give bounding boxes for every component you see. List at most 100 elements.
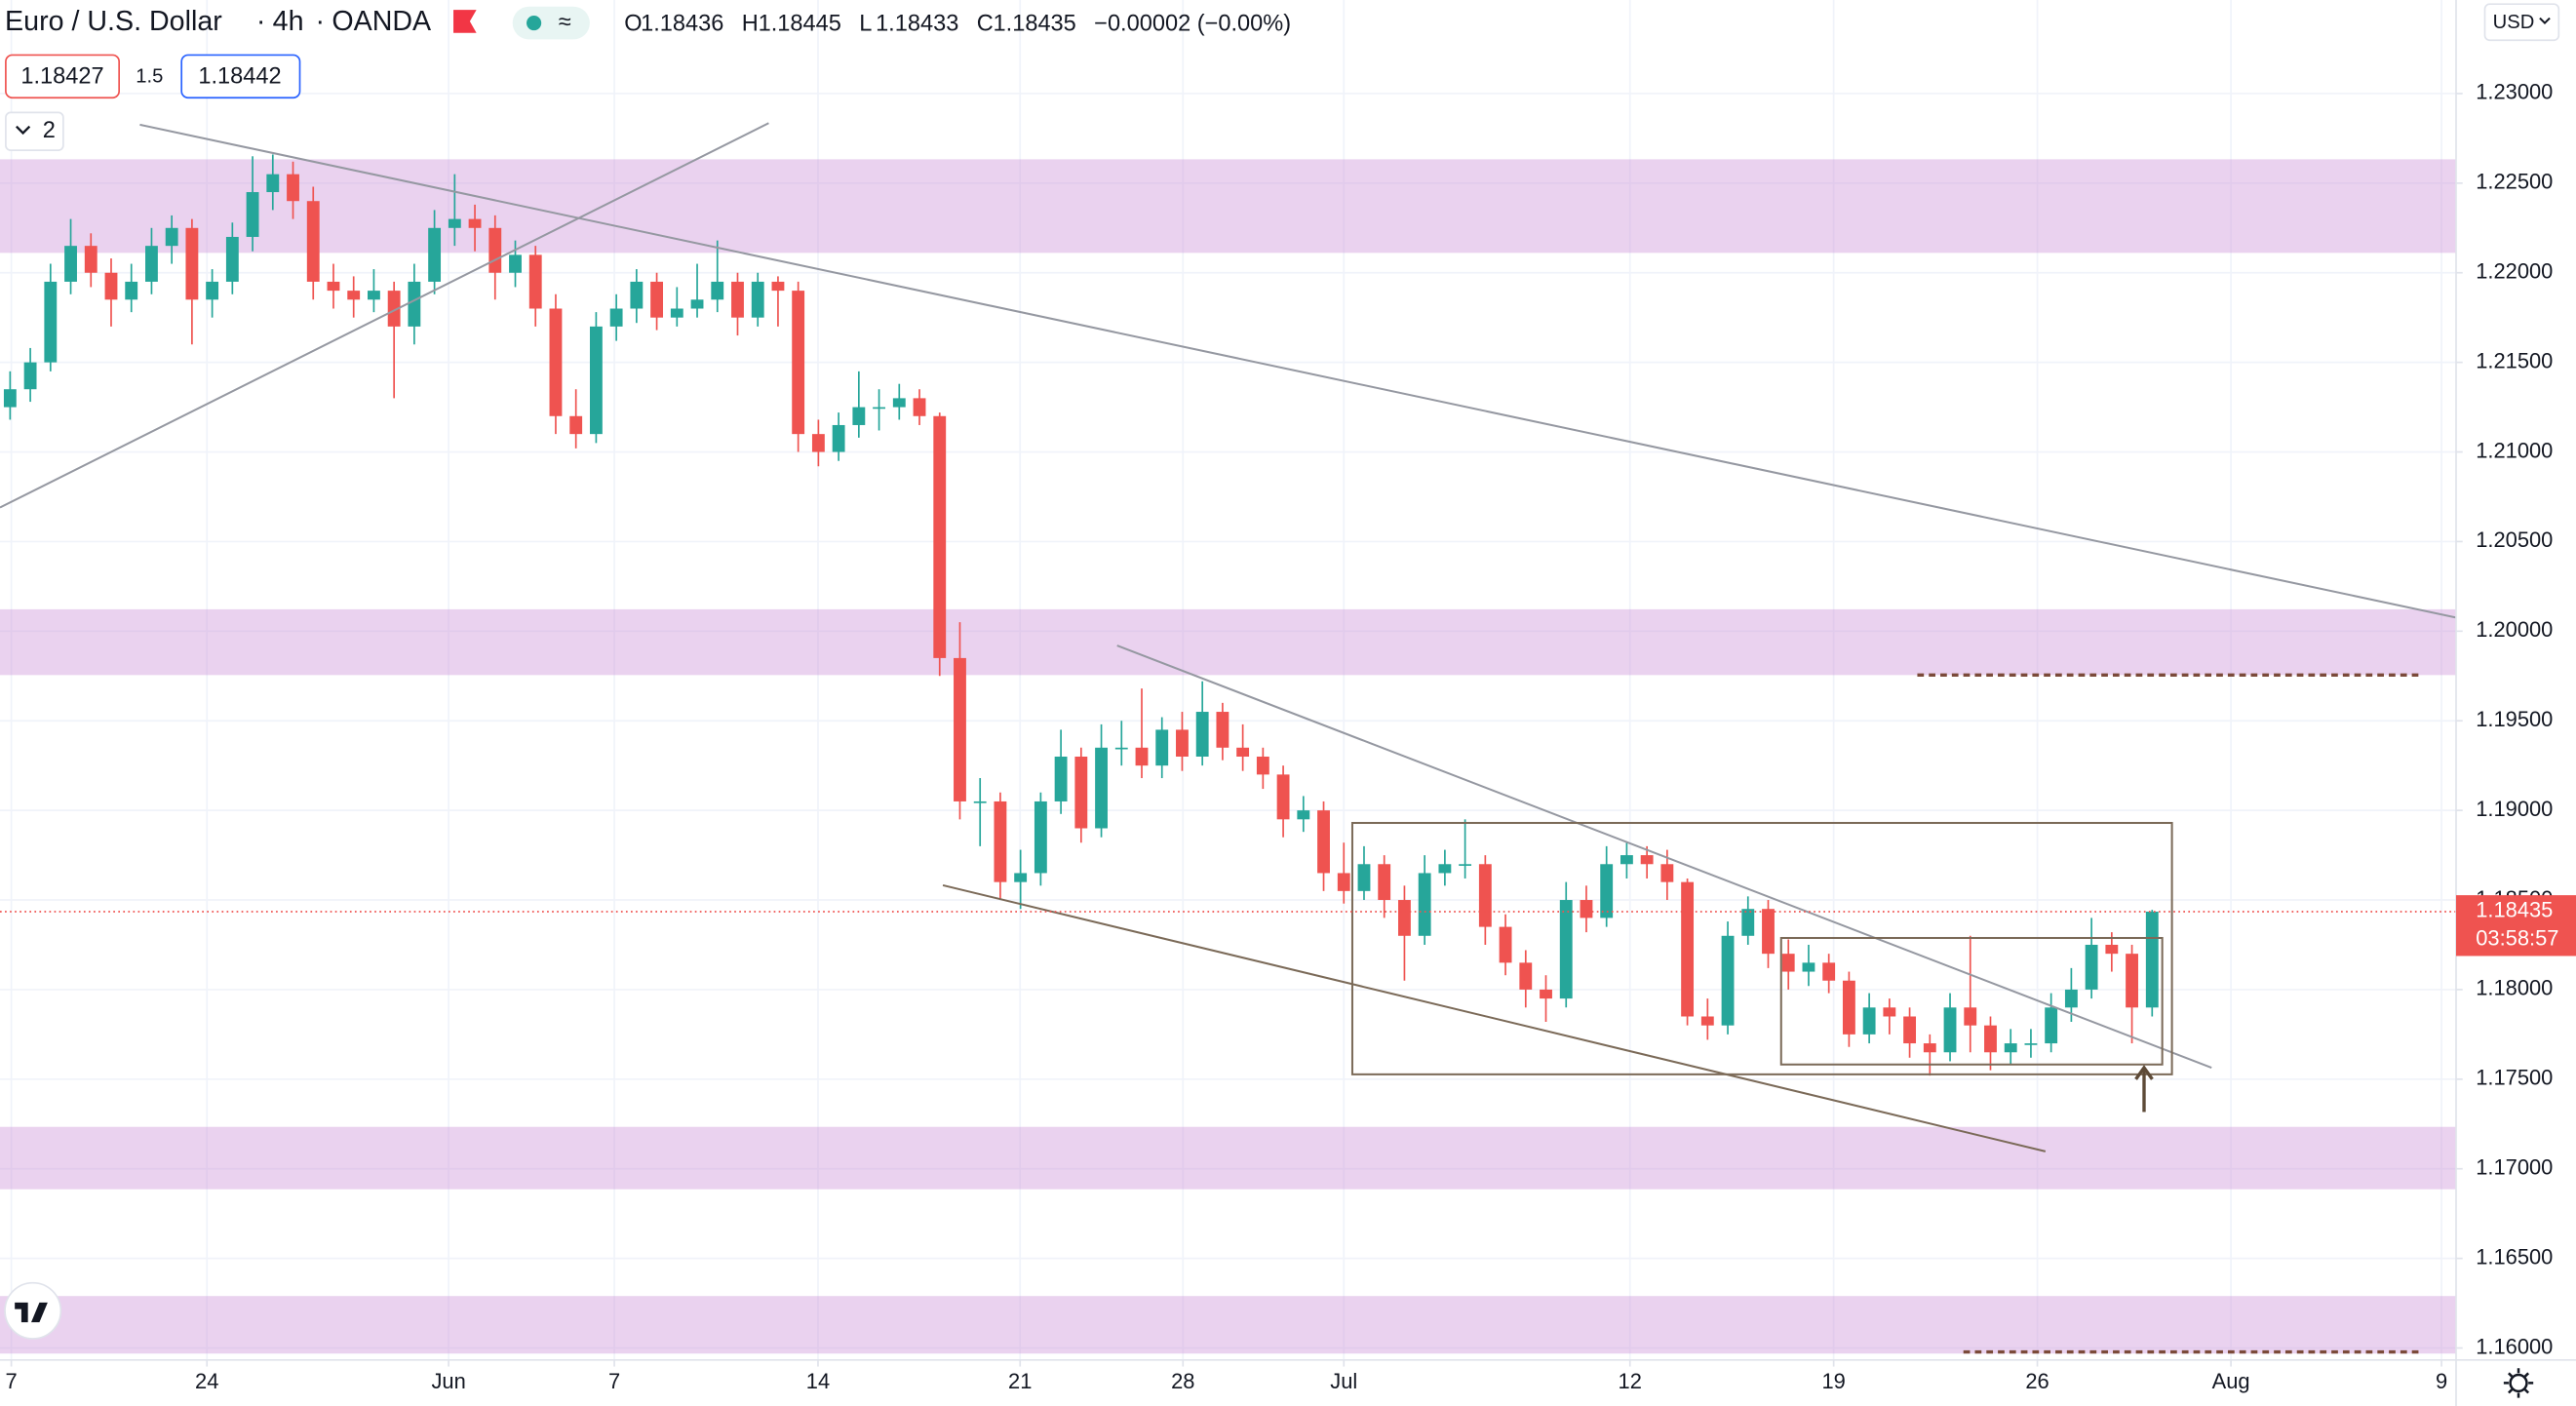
candle-body — [145, 246, 158, 282]
zone — [0, 159, 2456, 254]
currency-button[interactable] — [2483, 3, 2560, 42]
candle-body — [1822, 962, 1836, 981]
currency[interactable]: USD — [2493, 12, 2535, 33]
zone — [0, 1296, 2456, 1354]
trendline — [942, 883, 2047, 1152]
candle-body — [1721, 935, 1735, 1026]
range-box — [1779, 936, 2164, 1066]
market-open-dot — [527, 16, 542, 31]
indicators-toggle[interactable] — [5, 111, 64, 151]
candle-body — [1842, 980, 1855, 1035]
x-tick-label: 26 — [2025, 1369, 2049, 1393]
candle-body — [1357, 864, 1371, 891]
candle-body — [1681, 881, 1695, 1017]
x-tick-label: 21 — [1008, 1369, 1032, 1393]
y-tick-label: 1.16500 — [2476, 1244, 2553, 1269]
candle-body — [488, 227, 502, 273]
candle-body — [1216, 712, 1229, 748]
change: −0.00002 (−0.00%) — [1094, 11, 1291, 36]
price-tag-countdown: 03:58:57 — [2476, 925, 2558, 950]
x-tick-label: 28 — [1171, 1369, 1194, 1393]
candle-body — [509, 254, 522, 273]
settings-icon[interactable] — [2509, 1373, 2528, 1393]
candle-body — [852, 407, 866, 425]
candle-body — [873, 407, 885, 410]
status-pill[interactable] — [512, 6, 590, 40]
y-tick-label: 1.19500 — [2476, 707, 2553, 731]
candle-body — [1660, 864, 1674, 882]
candle-body — [1540, 989, 1552, 999]
spread: 1.5 — [136, 66, 163, 88]
candle-body — [1559, 900, 1573, 999]
flag-icon[interactable] — [453, 10, 477, 33]
candle-body — [832, 424, 845, 452]
candle-body — [994, 801, 1007, 882]
settings-icon-spokes — [2503, 1368, 2534, 1398]
candle-body — [690, 299, 704, 309]
candle-body — [2126, 954, 2138, 1008]
status-icon: ≈ — [559, 9, 571, 34]
y-tick-label: 1.20500 — [2476, 527, 2553, 552]
candle-body — [913, 398, 926, 416]
bid[interactable]: 1.18427 — [20, 62, 103, 88]
price-tag — [2455, 895, 2576, 957]
sell-button[interactable] — [5, 54, 121, 99]
x-tick-label: 9 — [2436, 1369, 2447, 1393]
candle-body — [125, 281, 138, 300]
x-tick-label: Aug — [2212, 1369, 2250, 1393]
x-tick-label: 14 — [806, 1369, 830, 1393]
trendline — [0, 122, 769, 509]
candle-body — [1398, 900, 1411, 936]
candle-body — [1580, 900, 1593, 918]
ask[interactable]: 1.18442 — [198, 62, 281, 88]
y-tick-label: 1.23000 — [2476, 80, 2553, 104]
candle-body — [1741, 909, 1755, 936]
chevron — [16, 125, 31, 136]
candle-body — [1195, 712, 1209, 757]
y-tick-label: 1.17000 — [2476, 1155, 2553, 1180]
candle-body — [1923, 1043, 1936, 1053]
y-tick-label: 1.21500 — [2476, 348, 2553, 372]
candle-body — [1802, 962, 1815, 972]
candle-body — [1459, 864, 1472, 866]
candle-body — [1135, 747, 1149, 766]
candle-body — [306, 201, 320, 282]
candle-body — [1155, 729, 1169, 766]
indicator-count: 2 — [43, 117, 56, 142]
candle-body — [266, 174, 280, 193]
candle-body — [165, 227, 178, 247]
interval[interactable]: 4h — [273, 6, 304, 37]
candle-body — [3, 389, 17, 408]
exchange: OANDA — [332, 6, 432, 37]
candle-body — [731, 281, 744, 318]
candle-body — [1862, 1007, 1876, 1035]
candle-body — [670, 308, 683, 318]
candle-body — [589, 326, 603, 435]
separator: · — [256, 6, 266, 37]
candle-body — [1074, 756, 1088, 829]
buy-button[interactable] — [180, 54, 301, 99]
candle-body — [2105, 944, 2119, 955]
candle-body — [347, 291, 361, 300]
symbol[interactable]: Euro / U.S. Dollar — [5, 6, 222, 37]
x-tick-label: 12 — [1619, 1369, 1642, 1393]
candle-body — [64, 246, 77, 282]
logo[interactable] — [4, 1281, 62, 1340]
zone — [0, 608, 2456, 676]
candle-body — [2024, 1043, 2038, 1045]
y-tick-label: 1.16000 — [2476, 1334, 2553, 1358]
candle-body — [104, 272, 118, 300]
trendline — [139, 123, 2456, 619]
ohlc-key: C — [977, 11, 994, 36]
candle-body — [1034, 801, 1047, 874]
candle-body — [1378, 864, 1391, 901]
separator: · — [316, 6, 326, 37]
candle-body — [569, 415, 583, 435]
candle-body — [1964, 1007, 1977, 1026]
candle-body — [327, 281, 340, 292]
candle-body — [1297, 810, 1310, 820]
candle-body — [368, 291, 380, 300]
candle-body — [954, 657, 966, 801]
ohlc: O1.18436 H 1.18445 L 1.18433 C 1.18435 — [624, 11, 1076, 36]
